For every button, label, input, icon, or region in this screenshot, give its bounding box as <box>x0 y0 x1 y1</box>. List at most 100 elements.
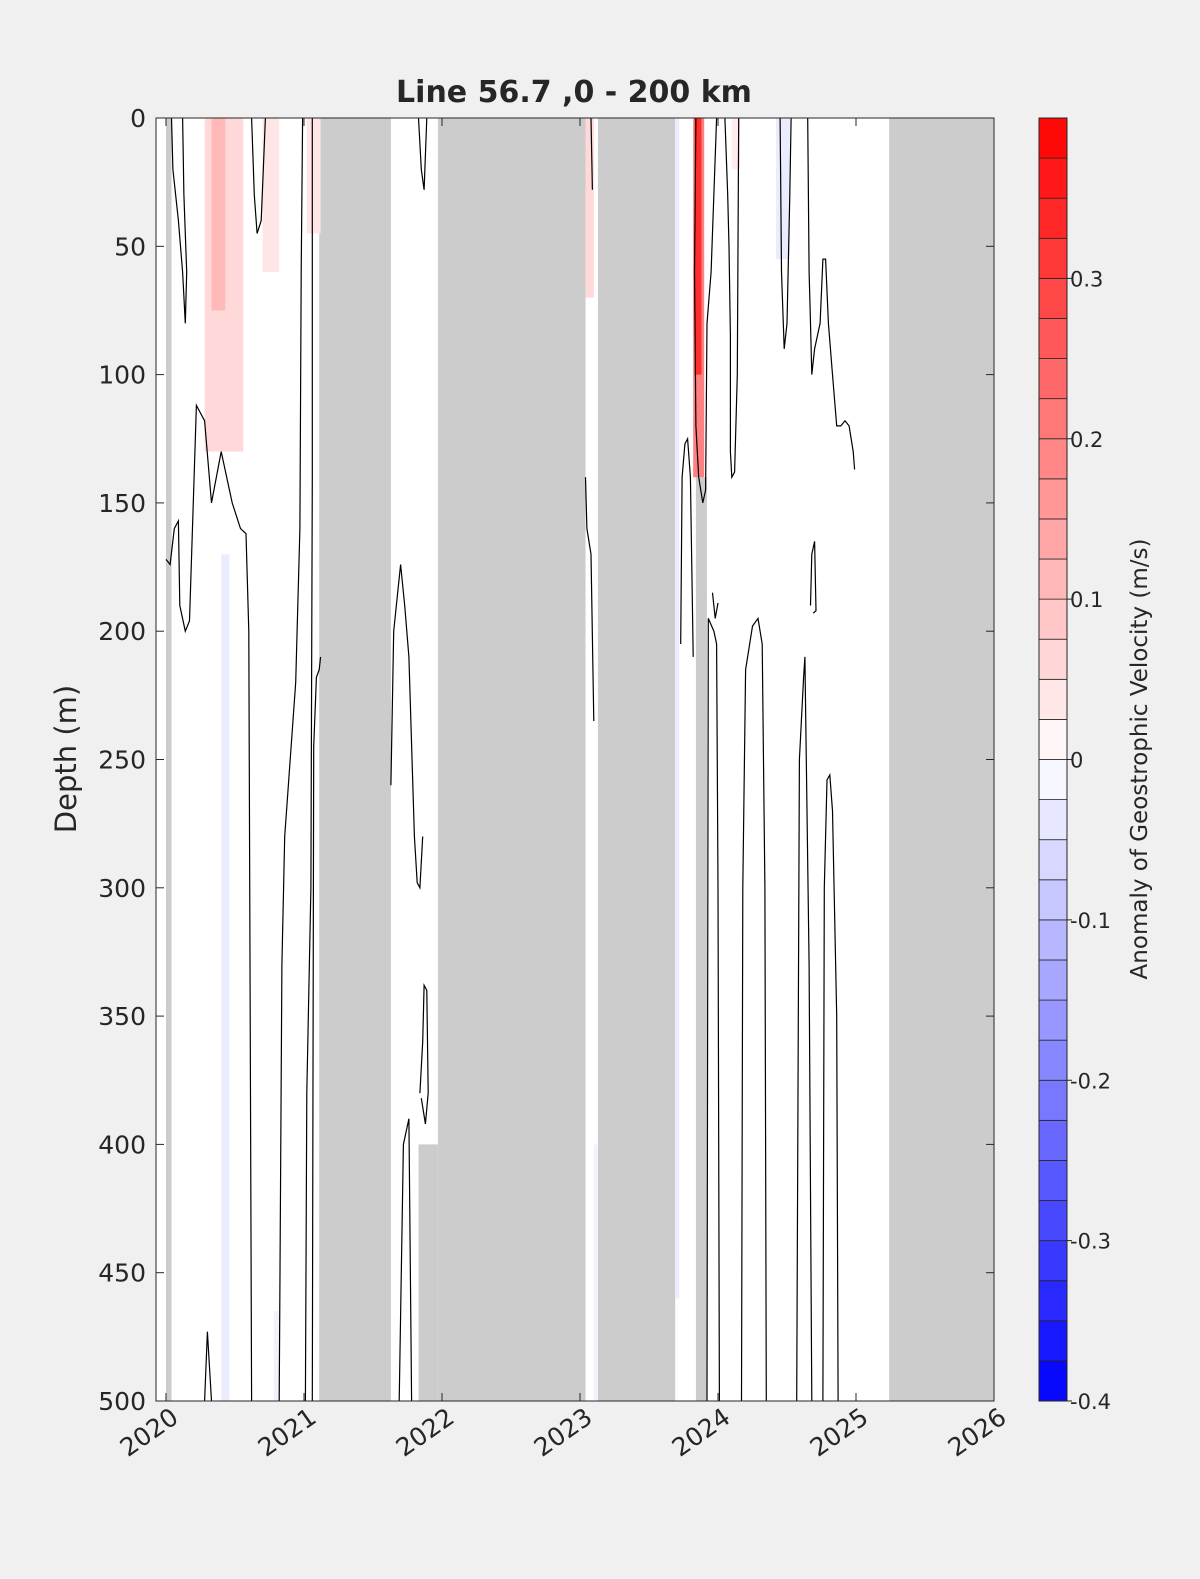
no-data-band <box>437 118 586 1401</box>
y-axis-label: Depth (m) <box>49 685 83 833</box>
colorbar-segment <box>1038 277 1068 319</box>
y-tick-label: 450 <box>98 1259 146 1288</box>
colorbar-segment <box>1038 1039 1068 1081</box>
y-tick-label: 200 <box>98 617 146 646</box>
velocity-anomaly-patch <box>211 118 226 311</box>
colorbar-segment <box>1038 1360 1068 1402</box>
no-data-band <box>319 118 391 1401</box>
colorbar-segment <box>1038 398 1068 440</box>
contour-lines <box>165 118 856 1401</box>
contour-line <box>417 118 428 190</box>
y-tick-label: 150 <box>98 489 146 518</box>
no-data-patch <box>418 1144 438 1401</box>
colorbar-tick-label: -0.2 <box>1070 1069 1111 1093</box>
contour-line <box>822 772 839 1401</box>
chart-title: Line 56.7 ,0 - 200 km <box>396 75 752 110</box>
no-data-band <box>889 118 994 1401</box>
y-tick-label: 50 <box>114 232 146 261</box>
contour-line <box>711 592 719 619</box>
colorbar-segment <box>1038 999 1068 1041</box>
y-tick-label: 300 <box>98 874 146 903</box>
colorbar-segment <box>1038 237 1068 279</box>
contour-line <box>204 1331 213 1401</box>
contour-line <box>304 118 313 1401</box>
contour-line <box>311 656 322 1401</box>
contour-line <box>779 118 792 349</box>
colorbar-label: Anomaly of Geostrophic Velocity (m/s) <box>1127 539 1153 980</box>
colorbar-segment <box>1038 518 1068 560</box>
colorbar-segment <box>1038 879 1068 921</box>
contour-line <box>809 541 817 614</box>
colorbar-tick-label: 0.2 <box>1070 428 1103 452</box>
colorbar-segment <box>1038 638 1068 680</box>
contour-line <box>590 118 593 190</box>
y-tick-label: 350 <box>98 1002 146 1031</box>
colorbar-segment <box>1038 117 1068 159</box>
velocity-anomaly-patch <box>306 118 321 234</box>
colorbar-segment <box>1038 1200 1068 1242</box>
velocity-anomaly-patch <box>694 118 702 375</box>
contour-line <box>278 118 304 1401</box>
colorbar-tick-label: -0.3 <box>1070 1230 1111 1254</box>
contour-line <box>398 1118 413 1401</box>
no-data-band <box>597 118 676 1401</box>
contour-line <box>584 477 595 722</box>
velocity-anomaly-patch <box>262 118 280 272</box>
colorbar-segment <box>1038 157 1068 199</box>
colorbar-segment <box>1038 598 1068 640</box>
contour-line <box>807 118 856 470</box>
colorbar-segment <box>1038 478 1068 520</box>
colorbar-segment <box>1038 197 1068 239</box>
y-tick-label: 100 <box>98 361 146 390</box>
colorbar-tick-label: 0.3 <box>1070 267 1103 291</box>
colorbar-tick-label: 0.1 <box>1070 588 1103 612</box>
colorbar-segment <box>1038 759 1068 800</box>
colorbar-tick-label: -0.4 <box>1070 1390 1111 1414</box>
contour-line <box>693 118 718 504</box>
contour-line <box>170 118 188 324</box>
velocity-anomaly-patch <box>675 118 680 1299</box>
velocity-anomaly-patch <box>593 1144 598 1401</box>
no-data-patch <box>695 477 707 1401</box>
colorbar-segment <box>1038 1240 1068 1282</box>
colorbar-segment <box>1038 318 1068 359</box>
y-tick-label: 500 <box>98 1387 146 1416</box>
contour-line <box>419 982 429 1124</box>
colorbar-segment <box>1038 558 1068 600</box>
colorbar-segment <box>1038 719 1068 760</box>
colorbar-tick-label: 0 <box>1070 749 1083 773</box>
contour-line <box>796 656 813 1401</box>
contour-line <box>251 118 266 234</box>
y-tick-label: 400 <box>98 1130 146 1159</box>
colorbar-segment <box>1038 799 1068 841</box>
colorbar-segment <box>1038 438 1068 480</box>
no-data-patch <box>166 118 172 1401</box>
colorbar-segment <box>1038 1320 1068 1362</box>
colorbar-segment <box>1038 959 1068 1001</box>
colorbar-tick-label: -0.1 <box>1070 909 1111 933</box>
contour-line <box>706 618 721 1401</box>
y-tick-label: 0 <box>130 104 146 133</box>
colorbar-segment <box>1038 1079 1068 1121</box>
colorbar-segment <box>1038 1280 1068 1322</box>
contour-line <box>165 403 253 1401</box>
contour-line <box>724 118 740 480</box>
velocity-anomaly-patch <box>585 118 594 298</box>
contour-line <box>740 616 767 1401</box>
velocity-anomaly-patch <box>731 118 741 170</box>
colorbar-segment <box>1038 1160 1068 1201</box>
colorbar-segment <box>1038 1119 1068 1161</box>
colorbar: -0.4 -0.3 -0.2 -0.1 0 0.1 0.2 0.3 <box>1038 117 1111 1414</box>
contour-line <box>390 564 424 890</box>
colorbar-segment <box>1038 358 1068 400</box>
velocity-anomaly-patch <box>775 118 790 260</box>
velocity-anomaly-patch <box>221 554 230 1401</box>
colorbar-segment <box>1038 678 1068 720</box>
velocity-anomaly-patch <box>273 1311 280 1401</box>
colorbar-segment <box>1038 919 1068 961</box>
colorbar-segment <box>1038 839 1068 881</box>
y-tick-label: 250 <box>98 746 146 775</box>
